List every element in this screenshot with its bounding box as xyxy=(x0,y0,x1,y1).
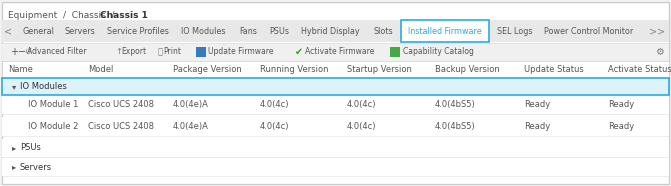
Text: Export: Export xyxy=(121,47,146,57)
Text: 🖨: 🖨 xyxy=(158,47,163,57)
Text: Update Status: Update Status xyxy=(524,65,584,74)
Bar xyxy=(2,139,669,157)
Bar xyxy=(2,43,669,61)
Text: 4.0(4bS5): 4.0(4bS5) xyxy=(435,100,476,109)
Text: Cisco UCS 2408: Cisco UCS 2408 xyxy=(88,122,154,131)
Text: Servers: Servers xyxy=(20,163,52,171)
Bar xyxy=(2,78,669,95)
Text: Ready: Ready xyxy=(524,122,550,131)
Text: Running Version: Running Version xyxy=(260,65,329,74)
Text: Ready: Ready xyxy=(608,122,634,131)
Text: Update Firmware: Update Firmware xyxy=(208,47,274,57)
Text: −: − xyxy=(18,47,26,57)
Text: ▾: ▾ xyxy=(12,82,16,91)
Text: Ready: Ready xyxy=(608,100,634,109)
Text: 4.0(4e)A: 4.0(4e)A xyxy=(173,122,209,131)
Text: ✔: ✔ xyxy=(295,47,303,57)
Text: IO Modules: IO Modules xyxy=(20,82,67,91)
Text: <: < xyxy=(4,26,12,36)
Text: 4.0(4c): 4.0(4c) xyxy=(260,122,289,131)
Text: Servers: Servers xyxy=(64,26,95,36)
Text: SEL Logs: SEL Logs xyxy=(497,26,533,36)
Text: +: + xyxy=(10,47,18,57)
Text: 4.0(4c): 4.0(4c) xyxy=(347,100,376,109)
Text: Chassis 1: Chassis 1 xyxy=(100,10,148,20)
Text: IO Module 2: IO Module 2 xyxy=(28,122,79,131)
Text: Cisco UCS 2408: Cisco UCS 2408 xyxy=(88,100,154,109)
Text: Power Control Monitor: Power Control Monitor xyxy=(544,26,633,36)
Text: Activate Status: Activate Status xyxy=(608,65,671,74)
Text: Capability Catalog: Capability Catalog xyxy=(403,47,474,57)
Text: 4.0(4bS5): 4.0(4bS5) xyxy=(435,122,476,131)
Text: ↺: ↺ xyxy=(24,47,31,57)
Text: Advanced Filter: Advanced Filter xyxy=(27,47,87,57)
Text: Backup Version: Backup Version xyxy=(435,65,500,74)
Bar xyxy=(390,47,400,57)
Text: ↑: ↑ xyxy=(115,47,122,57)
Text: 4.0(4e)A: 4.0(4e)A xyxy=(173,100,209,109)
Text: IO Module 1: IO Module 1 xyxy=(28,100,79,109)
Text: Activate Firmware: Activate Firmware xyxy=(305,47,374,57)
Text: Model: Model xyxy=(88,65,113,74)
Text: Installed Firmware: Installed Firmware xyxy=(408,26,482,36)
Bar xyxy=(2,158,669,176)
Text: Service Profiles: Service Profiles xyxy=(107,26,169,36)
Bar xyxy=(2,95,669,114)
Text: >: > xyxy=(657,26,665,36)
Text: PSUs: PSUs xyxy=(269,26,289,36)
Text: 4.0(4c): 4.0(4c) xyxy=(347,122,376,131)
Text: Hybrid Display: Hybrid Display xyxy=(301,26,359,36)
Text: IO Modules: IO Modules xyxy=(181,26,225,36)
Bar xyxy=(401,20,489,42)
Bar xyxy=(2,61,669,78)
Text: ▸: ▸ xyxy=(12,163,16,171)
Bar xyxy=(196,47,206,57)
Text: PSUs: PSUs xyxy=(20,144,41,153)
Text: 4.0(4c): 4.0(4c) xyxy=(260,100,289,109)
Text: ⚙: ⚙ xyxy=(655,47,664,57)
Text: Ready: Ready xyxy=(524,100,550,109)
Text: ▸: ▸ xyxy=(12,144,16,153)
Bar xyxy=(2,117,669,136)
Text: Equipment  /  Chassis  /: Equipment / Chassis / xyxy=(8,10,120,20)
Text: Fans: Fans xyxy=(239,26,257,36)
Text: Print: Print xyxy=(163,47,181,57)
Text: Name: Name xyxy=(8,65,33,74)
Text: Package Version: Package Version xyxy=(173,65,242,74)
Text: Slots: Slots xyxy=(373,26,393,36)
Text: Startup Version: Startup Version xyxy=(347,65,412,74)
Text: General: General xyxy=(22,26,54,36)
Bar xyxy=(2,20,669,42)
Text: >: > xyxy=(649,26,657,36)
